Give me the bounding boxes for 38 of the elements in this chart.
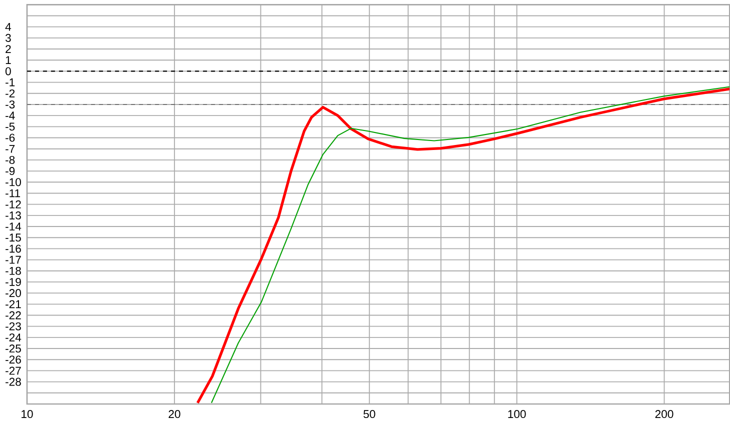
y-tick-label: -7: [6, 144, 15, 153]
y-tick-label: 4: [5, 22, 12, 31]
y-tick-label: -26: [6, 356, 21, 364]
y-tick-label: -8: [6, 156, 15, 164]
y-tick-label: -15: [6, 234, 21, 242]
x-tick-label: 20: [168, 410, 180, 418]
y-tick-label: 1: [6, 56, 11, 64]
y-tick-label: -24: [6, 333, 22, 342]
y-tick-label: -13: [6, 211, 21, 220]
y-tick-label: -20: [6, 289, 21, 298]
y-tick-label: -28: [6, 378, 21, 386]
y-tick-label: -19: [6, 278, 21, 286]
y-tick-label: -25: [6, 344, 21, 353]
y-tick-label: 3: [6, 34, 11, 42]
x-tick-label: 200: [655, 410, 674, 418]
y-tick-label: -5: [6, 122, 15, 131]
x-tick-label: 100: [508, 410, 526, 418]
x-tick-label: 50: [364, 410, 376, 418]
y-tick-label: -23: [6, 322, 21, 330]
y-tick-label: -9: [6, 167, 15, 176]
y-tick-label: -16: [6, 244, 21, 253]
y-tick-label: 2: [6, 45, 11, 53]
y-tick-label: -10: [6, 178, 21, 186]
y-tick-label: -27: [6, 366, 21, 375]
y-tick-label: -4: [6, 112, 15, 120]
y-tick-label: -14: [6, 222, 22, 230]
y-tick-label: -12: [6, 200, 21, 208]
y-tick-label: -22: [6, 311, 21, 320]
y-tick-label: -3: [6, 100, 15, 108]
y-tick-label: -1: [6, 78, 15, 86]
y-tick-label: -21: [6, 300, 21, 308]
y-tick-label: -18: [6, 266, 21, 275]
y-tick-label: -2: [6, 89, 15, 98]
y-tick-label: 0: [6, 67, 11, 76]
y-tick-label: -11: [6, 189, 20, 198]
y-tick-label: -17: [6, 256, 21, 264]
x-tick-label: 10: [22, 410, 33, 418]
y-tick-label: -6: [6, 134, 15, 142]
